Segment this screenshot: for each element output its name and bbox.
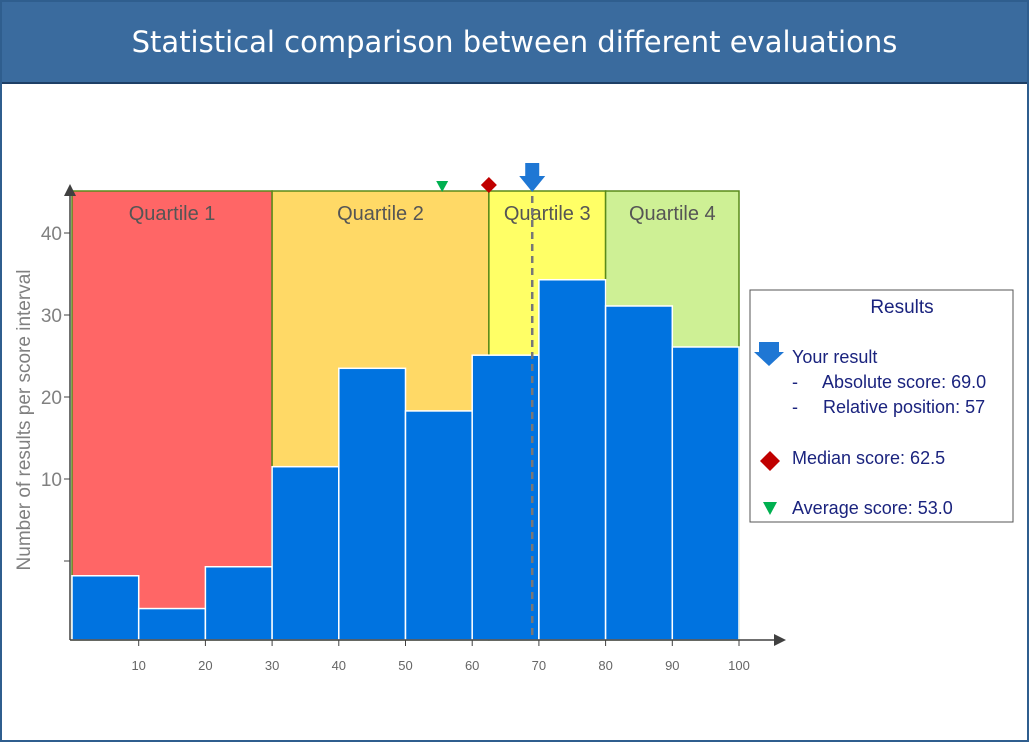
page-title: Statistical comparison between different… xyxy=(131,25,898,59)
y-tick-label: 20 xyxy=(41,388,62,409)
your-result-arrow-icon xyxy=(754,342,784,366)
y-tick-label: 10 xyxy=(41,470,62,491)
x-axis-arrow-icon xyxy=(774,634,786,646)
x-tick-label: 80 xyxy=(598,658,612,673)
average-triangle-icon xyxy=(436,181,449,192)
legend-average: Average score: 53.0 xyxy=(792,498,953,518)
legend-median: Median score: 62.5 xyxy=(792,448,945,468)
x-tick-label: 60 xyxy=(465,658,479,673)
x-tick-label: 10 xyxy=(131,658,145,673)
your-result-arrow-icon xyxy=(519,163,546,192)
quartile-label-2: Quartile 2 xyxy=(337,203,424,225)
average-triangle-icon xyxy=(763,502,777,515)
x-tick-label: 40 xyxy=(332,658,346,673)
y-tick-label: 30 xyxy=(41,306,62,327)
quartile-label-4: Quartile 4 xyxy=(629,203,716,225)
legend-box xyxy=(749,289,1014,523)
histogram-bar xyxy=(604,305,674,641)
histogram-bar xyxy=(71,575,140,641)
y-axis-arrow-icon xyxy=(64,184,76,196)
quartile-label-1: Quartile 1 xyxy=(129,203,216,225)
legend-your-result: Your result xyxy=(792,347,877,367)
legend-relative-position: - Relative position: 57 xyxy=(792,397,985,417)
quartile-region-1 xyxy=(71,190,273,641)
x-tick-label: 50 xyxy=(398,658,412,673)
histogram-bar xyxy=(671,346,740,641)
quartile-label-3: Quartile 3 xyxy=(504,203,591,225)
legend-title: Results xyxy=(870,297,933,318)
x-tick-label: 70 xyxy=(532,658,546,673)
median-diamond-icon xyxy=(480,177,497,193)
header-bar: Statistical comparison between different… xyxy=(2,2,1027,84)
x-tick-label: 100 xyxy=(728,658,750,673)
histogram-bar xyxy=(338,367,407,641)
x-tick-label: 20 xyxy=(198,658,212,673)
x-tick-label: 90 xyxy=(665,658,679,673)
histogram-bar xyxy=(404,410,473,641)
histogram-bar xyxy=(538,278,607,641)
y-axis-label: Number of results per score interval xyxy=(14,270,35,571)
legend-absolute-score: - Absolute score: 69.0 xyxy=(792,372,986,392)
x-tick-label: 30 xyxy=(265,658,279,673)
y-tick-label: 40 xyxy=(41,224,62,245)
histogram-bar xyxy=(471,354,540,641)
median-diamond-icon xyxy=(760,451,780,471)
histogram-bar xyxy=(271,465,340,641)
